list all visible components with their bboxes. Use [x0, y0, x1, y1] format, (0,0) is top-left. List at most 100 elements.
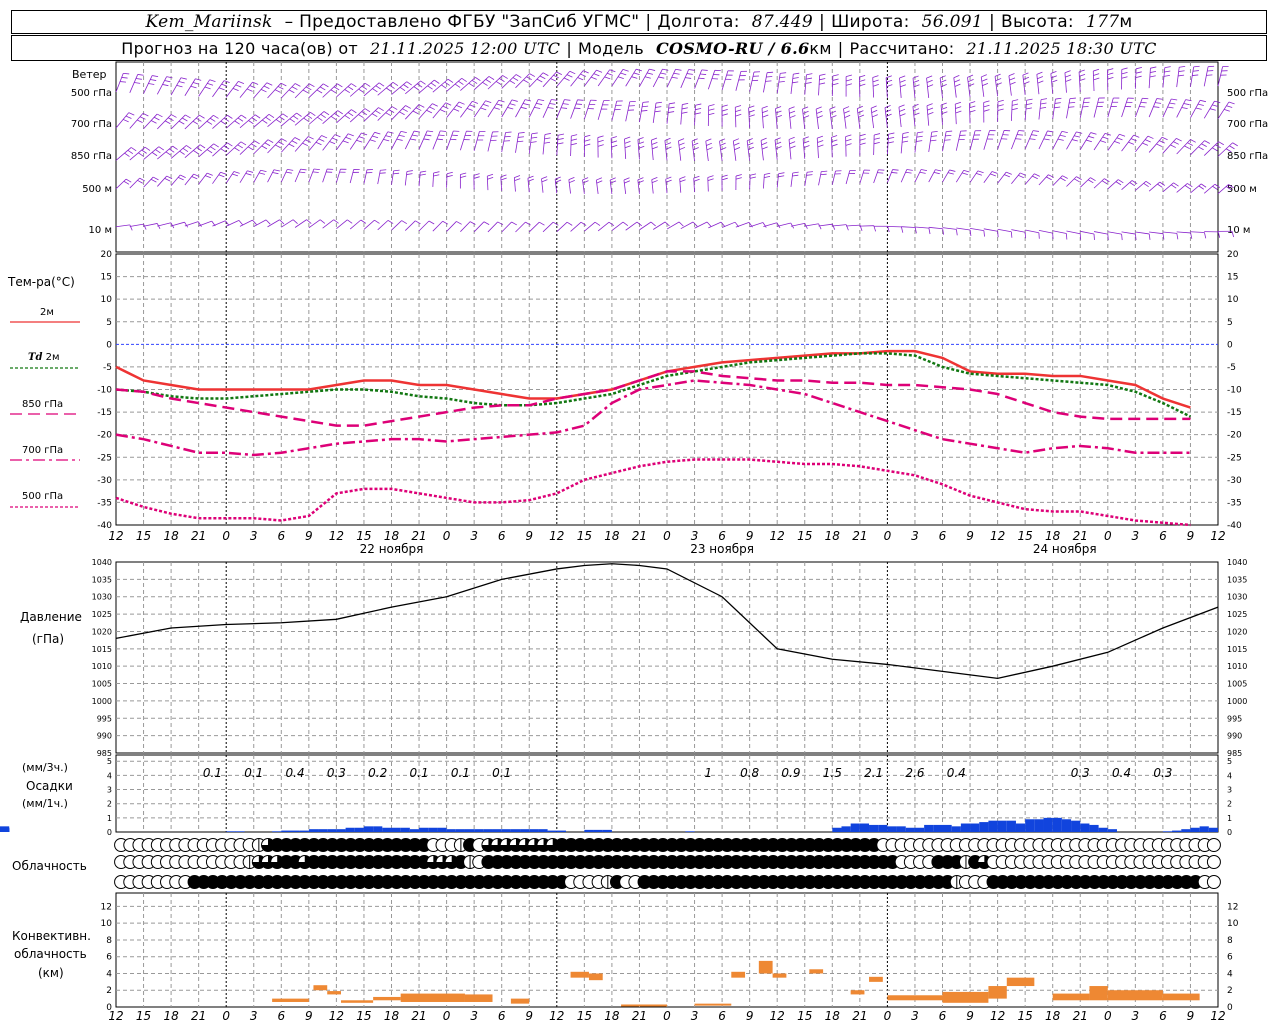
- temp-xtick: 18: [1045, 529, 1061, 543]
- wind-barb-feather: [1104, 178, 1110, 183]
- wind-barb-feather: [706, 147, 713, 151]
- wind-barb-feather: [819, 73, 826, 76]
- wind-barb-feather: [288, 143, 295, 148]
- wind-barb-feather: [916, 140, 923, 142]
- wind-barb: [761, 108, 764, 129]
- wind-barb-feather: [654, 110, 661, 113]
- wind-barb: [184, 221, 199, 227]
- wind-barb: [584, 69, 597, 87]
- wind-barb-feather: [1022, 72, 1029, 76]
- wind-barb-feather: [485, 100, 492, 104]
- wind-barb: [554, 179, 558, 194]
- wind-barb-feather: [887, 141, 894, 144]
- temp-xtick: 15: [136, 529, 151, 543]
- wind-barb: [129, 146, 146, 161]
- wind-barb-feather: [125, 178, 132, 183]
- wind-barb: [1052, 99, 1056, 119]
- wind-barb-feather: [232, 173, 239, 177]
- wind-barb-feather: [637, 177, 644, 181]
- wind-barb-feather: [955, 101, 962, 105]
- wind-barb-feather: [997, 108, 1004, 111]
- wind-barb: [1190, 66, 1195, 87]
- wind-barb: [198, 114, 214, 130]
- wind-barb-feather: [380, 169, 387, 171]
- pressure-ytick-left: 1025: [92, 610, 112, 619]
- wind-barb-feather: [1184, 145, 1190, 150]
- wind-barb-feather: [692, 142, 699, 146]
- precip-bar: [547, 830, 557, 832]
- wind-barb: [1148, 68, 1151, 89]
- wind-barb-feather: [569, 180, 575, 184]
- wind-barb-feather: [1212, 185, 1218, 190]
- precip-bar: [970, 823, 980, 832]
- wind-barb-feather: [351, 109, 357, 114]
- wind-barb-feather: [150, 79, 157, 81]
- wind-barb-feather: [1121, 76, 1128, 79]
- wind-barb: [928, 226, 943, 230]
- wind-barb: [281, 83, 296, 99]
- wind-barb-feather: [806, 171, 814, 173]
- wind-barb-feather: [775, 146, 782, 150]
- wind-barb-feather: [210, 146, 216, 151]
- wind-barb-feather: [1178, 70, 1185, 72]
- wind-barb-feather: [1171, 184, 1177, 189]
- legend-td-level: 2м: [45, 352, 60, 363]
- wind-barb-feather: [436, 138, 443, 141]
- wind-barb-feather: [204, 86, 211, 90]
- wind-barb-feather: [887, 226, 890, 233]
- wind-barb: [928, 169, 936, 183]
- wind-barb-feather: [660, 72, 667, 75]
- wind-barb: [873, 134, 875, 156]
- wind-barb: [666, 69, 676, 88]
- wind-barb-feather: [775, 106, 782, 110]
- wind-barb-feather: [927, 107, 934, 111]
- wind-barb: [1134, 98, 1143, 118]
- wind-barb-feather: [1093, 68, 1100, 72]
- wind-barb: [901, 226, 916, 228]
- wind-barb-feather: [206, 149, 213, 154]
- wind-barb-feather: [347, 219, 353, 224]
- wind-barb: [460, 101, 473, 118]
- pressure-ytick-left: 1000: [92, 697, 112, 706]
- wind-barb-feather: [721, 174, 728, 178]
- wind-barb-feather: [954, 83, 961, 87]
- wind-barb: [501, 221, 512, 233]
- wind-barb-feather: [844, 114, 851, 118]
- precip-bar: [924, 824, 934, 832]
- wind-barb-feather: [364, 108, 371, 113]
- precip-bar: [878, 824, 888, 832]
- wind-barb-feather: [469, 104, 476, 108]
- wind-barb: [735, 71, 742, 91]
- wind-barb-feather: [693, 175, 700, 179]
- wind-barb-feather: [1187, 183, 1193, 188]
- wind-barb-feather: [151, 152, 158, 157]
- wind-barb: [253, 139, 269, 155]
- wind-barb-feather: [845, 83, 852, 86]
- wind-barb-feather: [939, 75, 946, 79]
- temp-ytick-left: 15: [101, 273, 112, 283]
- wind-barb-feather: [870, 105, 877, 109]
- wind-barb-feather: [700, 73, 707, 75]
- conv-xtick: 6: [277, 1009, 285, 1023]
- wind-barb-feather: [695, 103, 702, 106]
- precip-bar: [382, 827, 392, 832]
- wind-barb-feather: [186, 145, 192, 150]
- wind-barb-feather: [1011, 108, 1018, 111]
- wind-barb: [994, 76, 998, 97]
- wind-barb-feather: [1121, 234, 1123, 241]
- temp-xtick: 3: [1132, 529, 1140, 543]
- conv-xtick: 15: [1018, 1009, 1033, 1023]
- wind-barb: [940, 104, 943, 125]
- wind-barb-feather: [446, 174, 453, 178]
- wind-barb-feather: [247, 146, 254, 151]
- precip-3h-label: 0.1: [244, 766, 263, 780]
- wind-barb-feather: [638, 180, 644, 184]
- wind-barb-feather: [981, 74, 987, 78]
- wind-barb-feather: [127, 149, 134, 155]
- wind-barb-feather: [571, 134, 578, 137]
- wind-barb-feather: [830, 110, 837, 114]
- wind-barb-feather: [1214, 183, 1221, 188]
- wind-barb-feather: [776, 222, 781, 229]
- wind-barb: [804, 172, 808, 187]
- wind-barb-feather: [509, 103, 516, 106]
